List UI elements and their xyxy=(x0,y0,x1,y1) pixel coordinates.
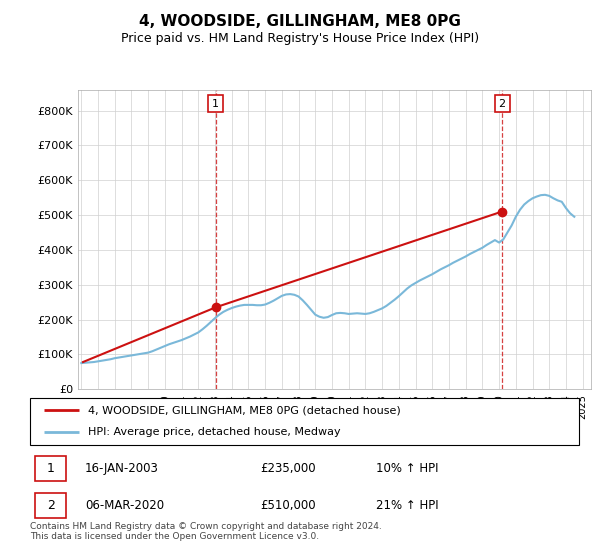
Text: HPI: Average price, detached house, Medway: HPI: Average price, detached house, Medw… xyxy=(88,427,340,437)
Text: £235,000: £235,000 xyxy=(260,462,316,475)
Text: 4, WOODSIDE, GILLINGHAM, ME8 0PG (detached house): 4, WOODSIDE, GILLINGHAM, ME8 0PG (detach… xyxy=(88,405,400,416)
Text: 2: 2 xyxy=(499,99,506,109)
Text: 4, WOODSIDE, GILLINGHAM, ME8 0PG: 4, WOODSIDE, GILLINGHAM, ME8 0PG xyxy=(139,14,461,29)
Text: Price paid vs. HM Land Registry's House Price Index (HPI): Price paid vs. HM Land Registry's House … xyxy=(121,32,479,45)
Text: 2: 2 xyxy=(47,499,55,512)
Text: 1: 1 xyxy=(47,462,55,475)
Text: 1: 1 xyxy=(212,99,219,109)
Text: Contains HM Land Registry data © Crown copyright and database right 2024.
This d: Contains HM Land Registry data © Crown c… xyxy=(30,522,382,542)
Bar xyxy=(35,493,65,517)
Text: £510,000: £510,000 xyxy=(260,499,316,512)
Text: 16-JAN-2003: 16-JAN-2003 xyxy=(85,462,159,475)
Text: 10% ↑ HPI: 10% ↑ HPI xyxy=(376,462,439,475)
Text: 06-MAR-2020: 06-MAR-2020 xyxy=(85,499,164,512)
Text: 21% ↑ HPI: 21% ↑ HPI xyxy=(376,499,439,512)
Bar xyxy=(35,456,65,480)
